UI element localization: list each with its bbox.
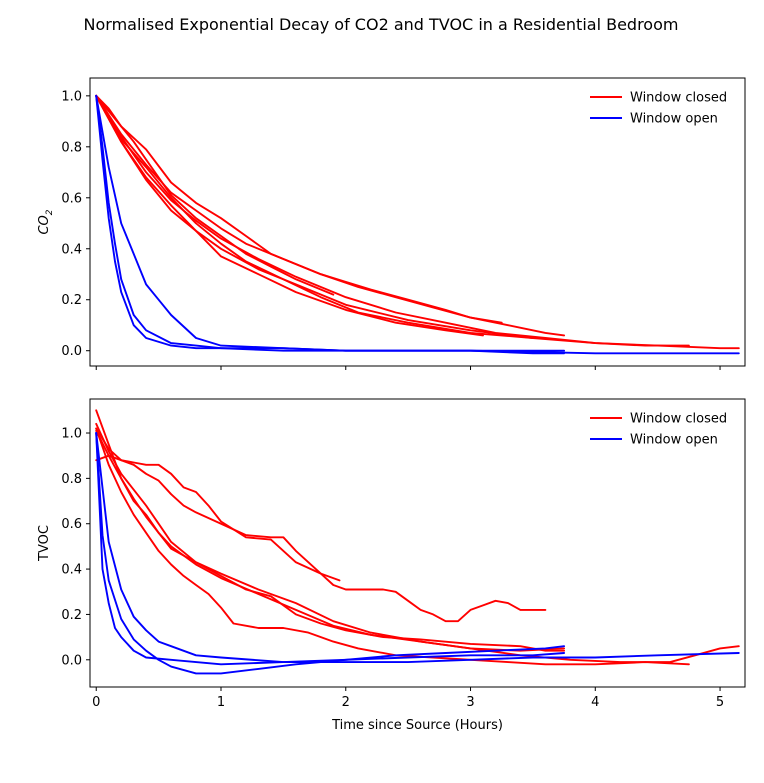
y-axis-label-base: CO bbox=[37, 215, 52, 234]
series-line-window-closed bbox=[95, 94, 484, 337]
series-line-window-open bbox=[95, 432, 566, 675]
series-line-window-closed bbox=[95, 429, 566, 652]
legend-label: Window open bbox=[630, 112, 718, 127]
series-line-window-open bbox=[95, 432, 566, 666]
series-line-window-closed bbox=[95, 409, 740, 664]
series-line-window-closed bbox=[95, 94, 534, 339]
axes-frame bbox=[89, 77, 746, 367]
y-axis-label: CO2 bbox=[37, 209, 55, 234]
y-tick-label: 0.2 bbox=[61, 293, 82, 308]
series-line-window-closed bbox=[95, 422, 566, 652]
y-tick-label: 0.4 bbox=[61, 563, 82, 578]
series-line-window-open bbox=[95, 94, 566, 355]
series-line-window-closed bbox=[95, 94, 503, 324]
y-tick-label: 0.4 bbox=[61, 242, 82, 257]
y-tick-label: 1.0 bbox=[61, 427, 82, 442]
figure-title: Normalised Exponential Decay of CO2 and … bbox=[84, 15, 679, 34]
y-axis-label-subscript: 2 bbox=[45, 209, 55, 215]
axes-frame bbox=[89, 398, 746, 688]
series-line-window-open bbox=[95, 432, 740, 664]
series-group bbox=[95, 94, 740, 355]
series-line-window-open bbox=[95, 94, 740, 355]
legend: Window closed Window open bbox=[590, 412, 727, 448]
x-tick-label: 4 bbox=[591, 695, 599, 710]
legend-label: Window open bbox=[630, 433, 718, 448]
y-axis-label: TVOC bbox=[37, 525, 52, 562]
series-group bbox=[95, 409, 740, 675]
y-tick-label: 0.0 bbox=[61, 344, 82, 359]
tvoc-panel: 0.0 0.2 0.4 0.6 0.8 1.0 0 1 2 3 4 5 TVOC Time since S… bbox=[37, 398, 746, 733]
series-line-window-closed bbox=[95, 94, 566, 337]
y-tick-label: 1.0 bbox=[61, 89, 82, 104]
y-tick-label: 0.8 bbox=[61, 472, 82, 487]
legend: Window closed Window open bbox=[590, 91, 727, 127]
x-tick-label: 2 bbox=[342, 695, 350, 710]
x-tick-label: 3 bbox=[466, 695, 474, 710]
x-axis-label: Time since Source (Hours) bbox=[331, 718, 503, 733]
y-tick-label: 0.8 bbox=[61, 140, 82, 155]
legend-label: Window closed bbox=[630, 91, 727, 106]
series-line-window-open bbox=[95, 94, 566, 352]
x-tick-label: 5 bbox=[716, 695, 724, 710]
y-tick-label: 0.0 bbox=[61, 653, 82, 668]
series-line-window-closed bbox=[95, 454, 547, 623]
y-tick-label: 0.2 bbox=[61, 608, 82, 623]
legend-label: Window closed bbox=[630, 412, 727, 427]
y-tick-label: 0.6 bbox=[61, 191, 82, 206]
series-line-window-closed bbox=[95, 427, 341, 582]
series-line-window-closed bbox=[95, 94, 740, 350]
y-tick-label: 0.6 bbox=[61, 517, 82, 532]
series-line-window-closed bbox=[95, 427, 690, 666]
x-tick-label: 0 bbox=[92, 695, 100, 710]
x-tick-label: 1 bbox=[217, 695, 225, 710]
